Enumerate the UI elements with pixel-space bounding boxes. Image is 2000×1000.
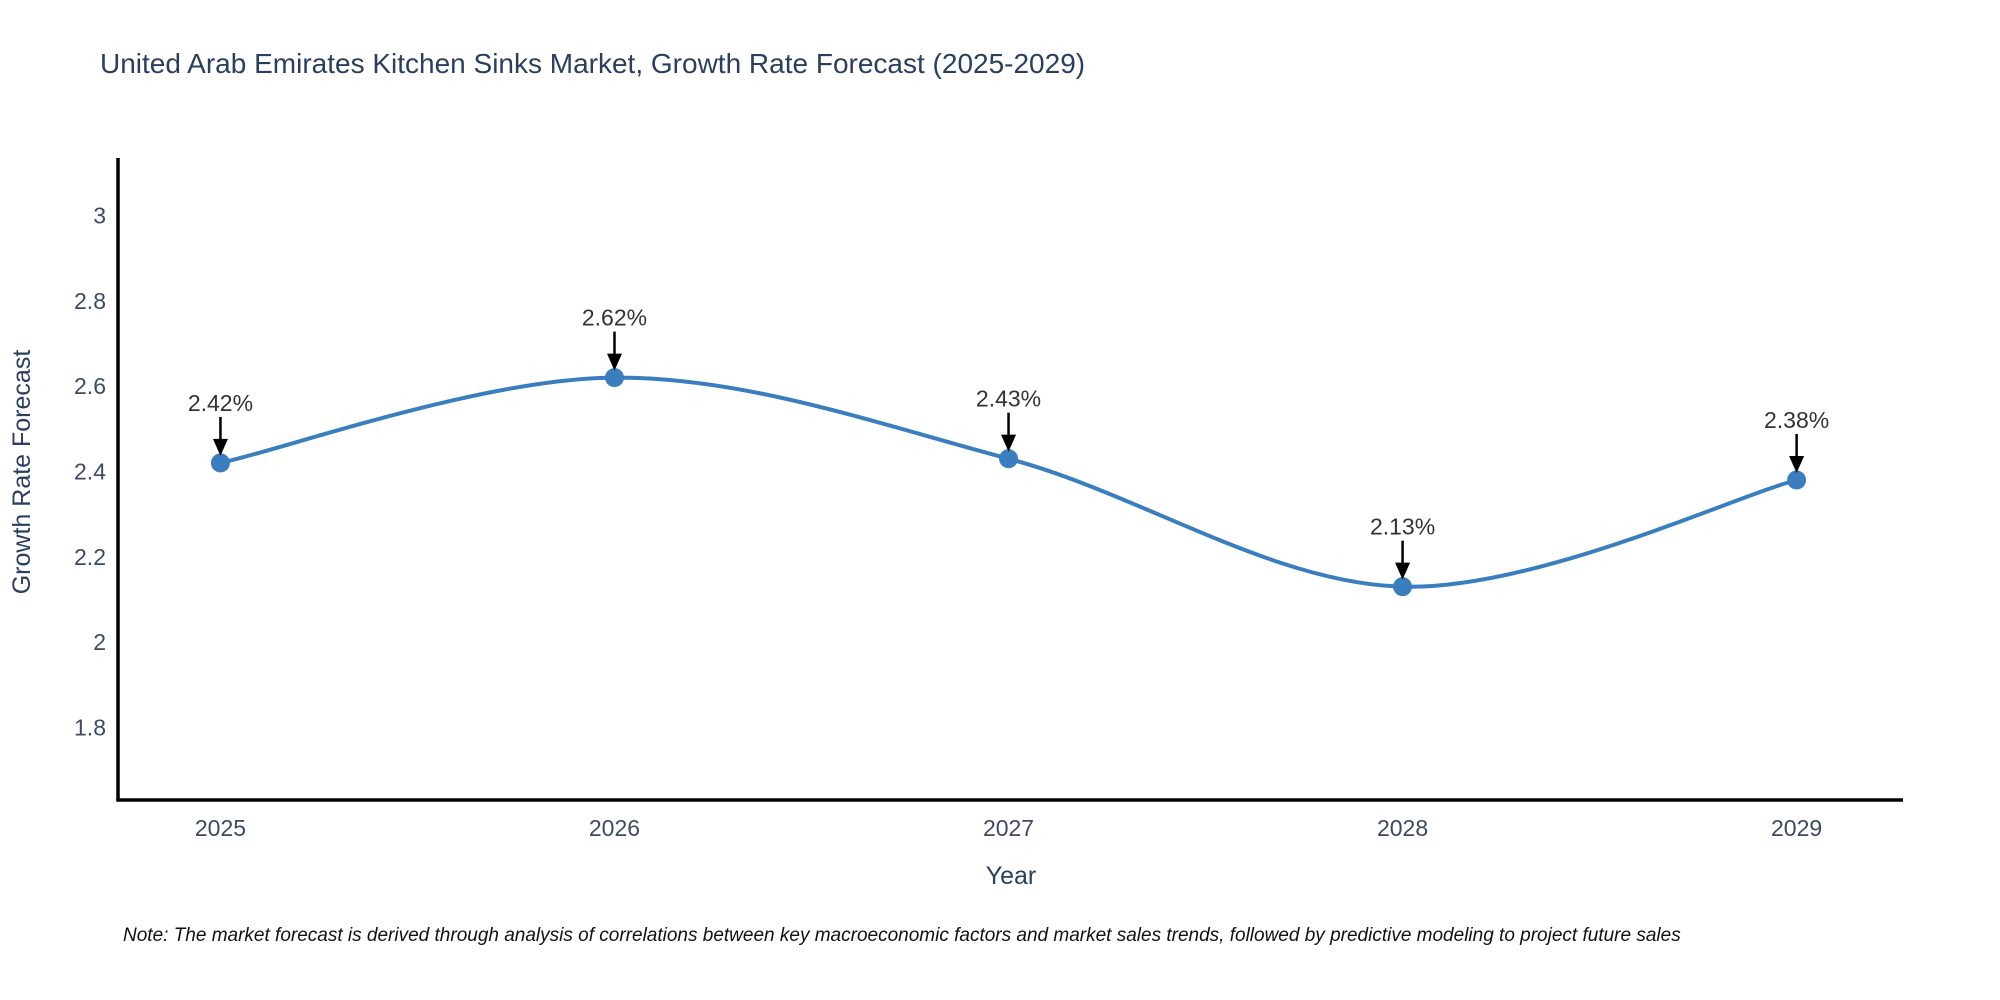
y-tick-label: 2.8 [74, 288, 106, 314]
annotation-arrowhead-icon [212, 438, 228, 456]
x-tick-label: 2028 [1377, 815, 1428, 841]
data-point-marker[interactable] [604, 368, 624, 388]
point-value-label: 2.42% [188, 390, 253, 416]
x-tick-label: 2025 [195, 815, 246, 841]
y-tick-label: 2 [93, 629, 106, 655]
data-point-marker[interactable] [1393, 577, 1413, 597]
annotation-arrowhead-icon [1789, 456, 1805, 473]
annotation-arrowhead-icon [606, 353, 622, 371]
y-tick-label: 2.2 [74, 544, 106, 570]
point-value-label: 2.38% [1764, 407, 1829, 433]
x-tick-label: 2026 [589, 815, 640, 841]
y-tick-label: 2.4 [74, 458, 106, 484]
data-point-marker[interactable] [210, 453, 230, 473]
y-axis-title: Growth Rate Forecast [8, 350, 36, 595]
footnote: Note: The market forecast is derived thr… [123, 925, 1681, 946]
y-tick-label: 1.8 [74, 714, 106, 740]
point-value-label: 2.62% [582, 305, 647, 331]
chart-title: United Arab Emirates Kitchen Sinks Marke… [100, 48, 1086, 79]
point-value-label: 2.43% [976, 386, 1041, 412]
annotation-arrowhead-icon [1001, 434, 1017, 452]
y-tick-label: 2.6 [74, 373, 106, 399]
x-tick-label: 2027 [983, 815, 1034, 841]
x-tick-label: 2029 [1771, 815, 1822, 841]
point-value-label: 2.13% [1370, 514, 1435, 540]
x-axis-title: Year [986, 862, 1037, 890]
data-point-marker[interactable] [1787, 470, 1807, 490]
annotation-arrowhead-icon [1395, 562, 1411, 580]
y-tick-label: 3 [93, 202, 106, 228]
data-point-marker[interactable] [999, 449, 1019, 469]
